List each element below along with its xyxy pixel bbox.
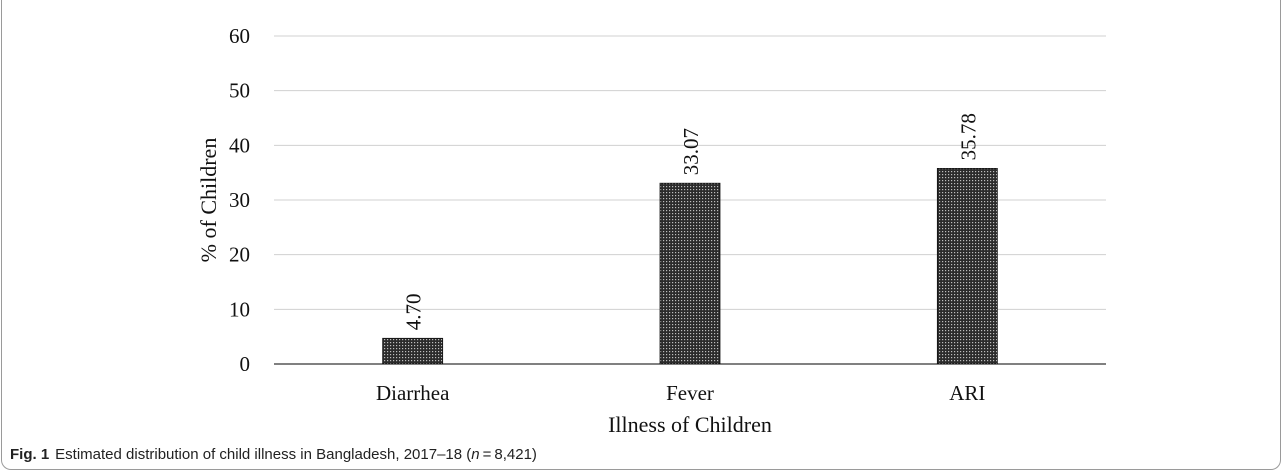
y-tick-label: 0 — [240, 352, 251, 376]
caption-n-value: = 8,421) — [479, 446, 537, 463]
y-tick-label: 30 — [229, 188, 250, 212]
data-labels: 4.70 33.07 35.78 — [402, 113, 981, 330]
y-tick-label: 50 — [229, 79, 250, 103]
caption-n-symbol: n — [471, 446, 480, 463]
y-tick-label: 10 — [229, 297, 250, 321]
bar-diarrhea — [382, 337, 444, 365]
y-tick-labels: 0 10 20 30 40 50 60 — [229, 24, 250, 376]
y-tick-label: 40 — [229, 133, 250, 157]
data-label: 4.70 — [402, 294, 426, 331]
x-axis-title: Illness of Children — [608, 412, 772, 437]
y-tick-label: 20 — [229, 243, 250, 267]
x-tick-labels: Diarrhea Fever ARI — [376, 381, 985, 405]
caption-text: Estimated distribution of child illness … — [55, 446, 472, 463]
x-tick-label: ARI — [949, 381, 985, 405]
data-label: 33.07 — [679, 128, 703, 175]
figure-label: Fig. 1 — [10, 446, 50, 463]
y-tick-label: 60 — [229, 24, 250, 48]
bars — [382, 168, 998, 365]
bar-fever — [659, 182, 721, 365]
data-label: 35.78 — [956, 113, 980, 160]
y-axis-title: % of Children — [196, 138, 221, 263]
figure-caption: Fig. 1 Estimated distribution of child il… — [10, 446, 537, 463]
x-tick-label: Fever — [666, 381, 714, 405]
bar-ari — [936, 168, 998, 365]
x-tick-label: Diarrhea — [376, 381, 450, 405]
